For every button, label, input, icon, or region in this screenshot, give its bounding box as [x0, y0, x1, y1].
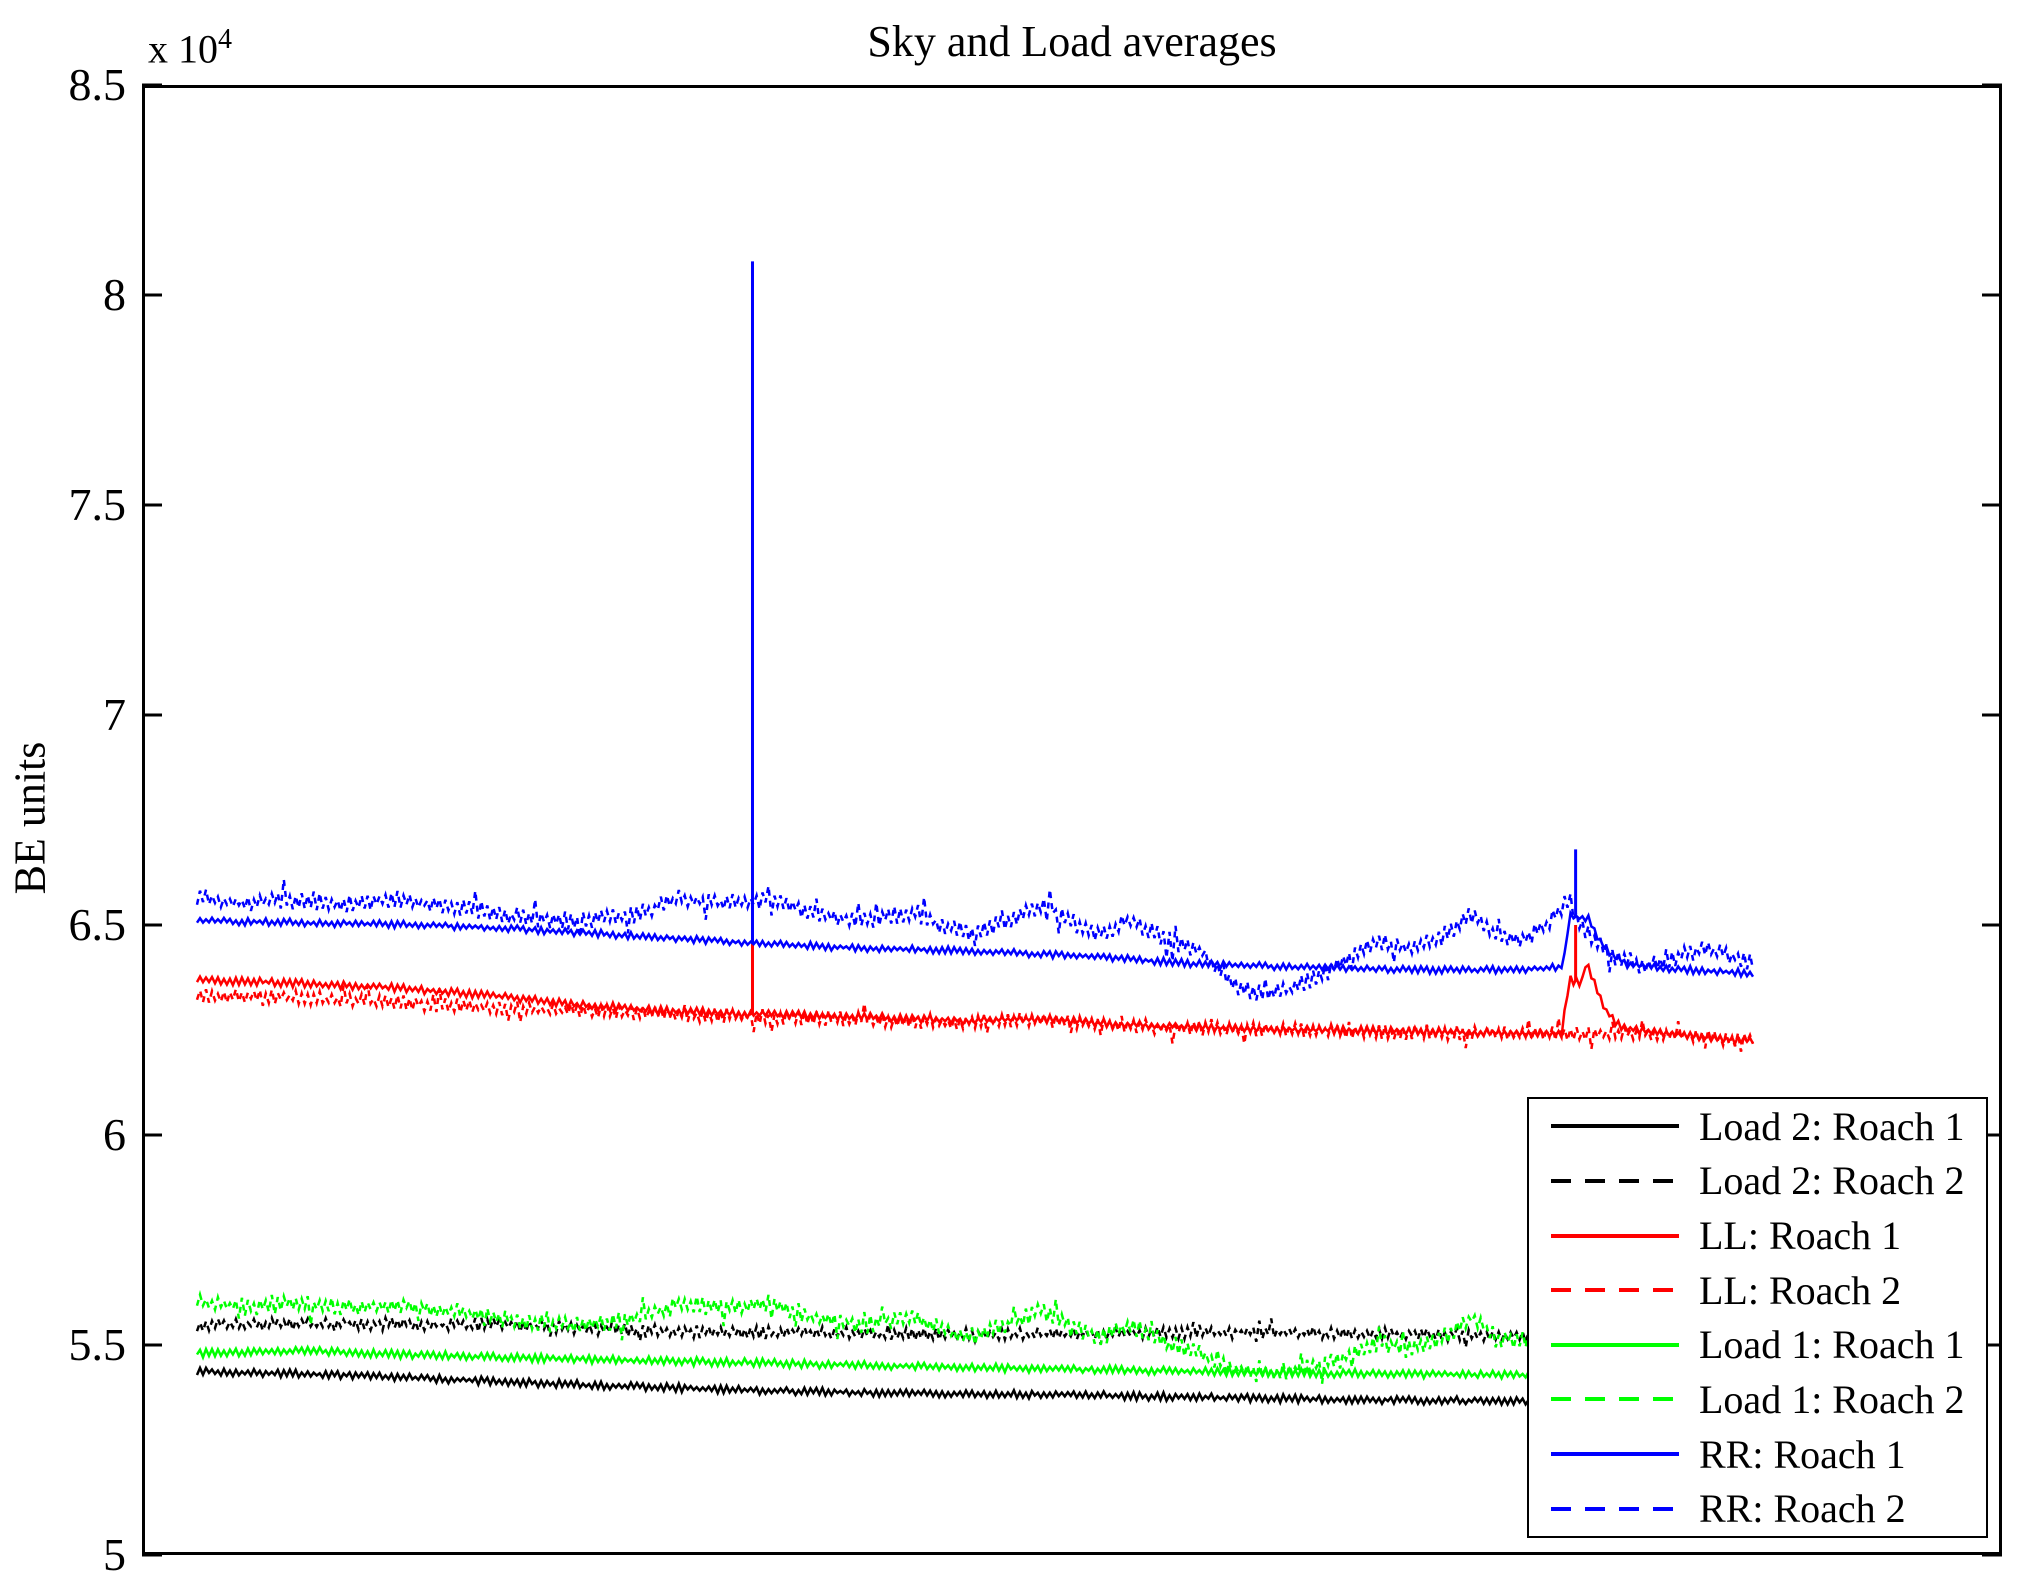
- legend-line-sample-solid: [1551, 1342, 1679, 1347]
- scale-base-text: x 10: [148, 26, 218, 72]
- y-axis-scale-note: x 104: [148, 24, 232, 72]
- legend-entry: RR: Roach 1: [1529, 1429, 1986, 1479]
- legend-entry: RR: Roach 2: [1529, 1484, 1986, 1534]
- series-load-1-roach-1: [195, 1344, 1755, 1386]
- legend-entry: Load 1: Roach 2: [1529, 1374, 1986, 1424]
- legend-line-sample-dashed: [1551, 1178, 1679, 1183]
- legend-entry: LL: Roach 2: [1529, 1265, 1986, 1315]
- legend-entry: LL: Roach 1: [1529, 1211, 1986, 1261]
- legend-entry-label: RR: Roach 2: [1699, 1486, 1906, 1532]
- y-axis-label: BE units: [5, 741, 55, 895]
- legend-entry-label: LL: Roach 2: [1699, 1267, 1902, 1313]
- figure-title: Sky and Load averages: [867, 17, 1277, 66]
- y-tick-label: 7.5: [68, 479, 127, 530]
- legend-entry-label: LL: Roach 1: [1699, 1213, 1902, 1259]
- legend-box: Load 2: Roach 1 Load 2: Roach 2 LL: Roach …: [1527, 1097, 1988, 1538]
- series-load-2-roach-1: [195, 1364, 1755, 1410]
- legend-entry-label: RR: Roach 1: [1699, 1431, 1906, 1477]
- legend-entry-label: Load 1: Roach 2: [1699, 1376, 1965, 1422]
- legend-line-sample-dashed: [1551, 1506, 1679, 1511]
- legend-entry-label: Load 1: Roach 1: [1699, 1322, 1965, 1368]
- legend-entry: Load 2: Roach 2: [1529, 1156, 1986, 1206]
- series-rr-roach-1: [195, 909, 1755, 980]
- legend-line-sample-solid: [1551, 1452, 1679, 1457]
- scale-exponent-text: 4: [218, 24, 232, 55]
- y-tick-label: 8: [103, 269, 126, 320]
- legend-line-sample-solid: [1551, 1233, 1679, 1238]
- legend-entry: Load 2: Roach 1: [1529, 1101, 1986, 1151]
- axis-frame: [142, 85, 2002, 1555]
- y-tick-label: 6: [103, 1109, 126, 1160]
- legend-entry-label: Load 2: Roach 2: [1699, 1158, 1965, 1204]
- legend-line-sample-solid: [1551, 1124, 1679, 1129]
- legend-entry-label: Load 2: Roach 1: [1699, 1103, 1965, 1149]
- legend-line-sample-dashed: [1551, 1397, 1679, 1402]
- series-ll-roach-2: [195, 984, 1755, 1052]
- legend-entry: Load 1: Roach 1: [1529, 1320, 1986, 1370]
- legend-line-sample-dashed: [1551, 1288, 1679, 1293]
- y-tick-label: 6.5: [68, 899, 127, 950]
- y-tick-label: 5: [103, 1529, 126, 1580]
- series-rr-roach-2: [195, 879, 1755, 1003]
- y-tick-label: 5.5: [68, 1319, 127, 1370]
- y-tick-label: 8.5: [68, 59, 127, 110]
- y-tick-label: 7: [103, 689, 126, 740]
